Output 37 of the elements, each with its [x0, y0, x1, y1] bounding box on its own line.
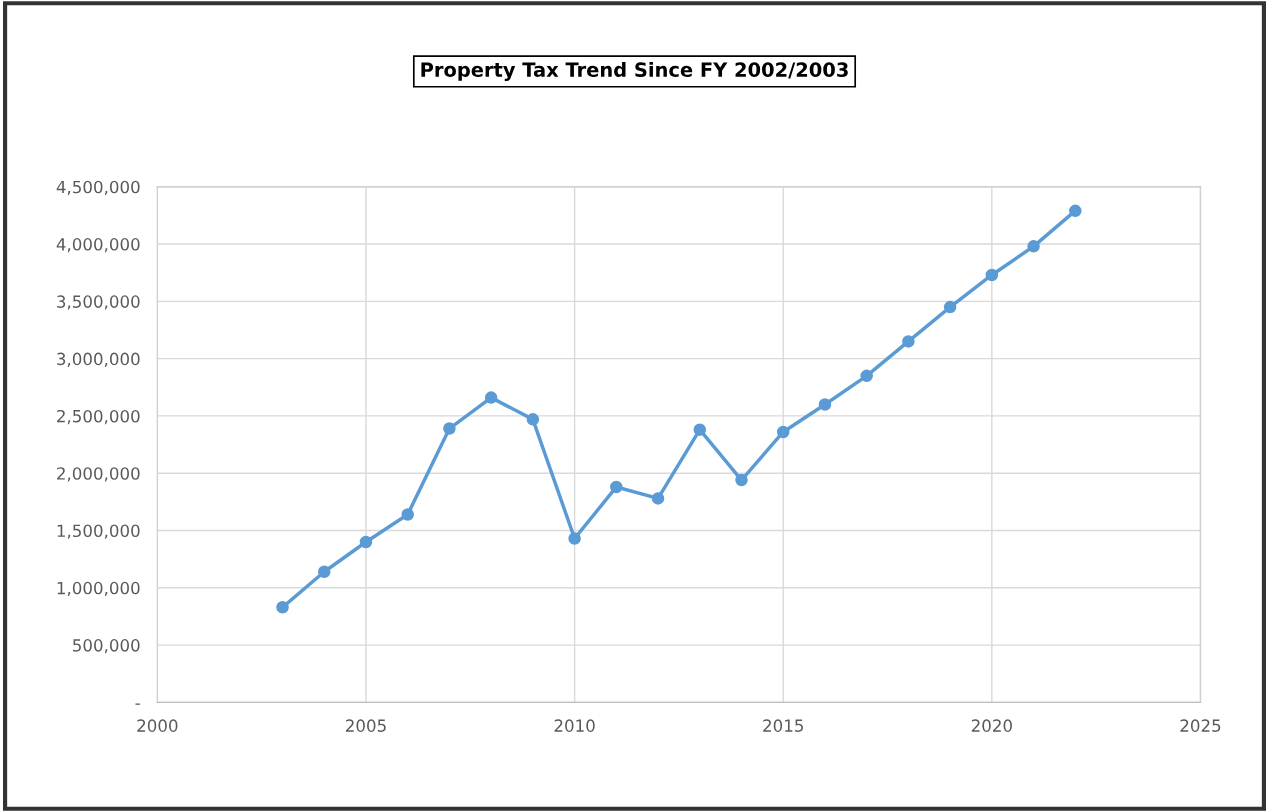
- x-tick-label: 2015: [763, 719, 803, 732]
- point: [693, 423, 707, 436]
- y-tick-label: 4,500,000: [56, 180, 140, 196]
- y-tick-label: 1,500,000: [57, 524, 140, 539]
- y-tick-label: 2,500,000: [57, 409, 140, 425]
- point: [1069, 204, 1082, 218]
- point: [735, 473, 748, 487]
- point: [610, 480, 623, 494]
- point: [526, 413, 540, 426]
- y-tick-label: -: [135, 703, 140, 705]
- point: [318, 565, 331, 579]
- y-tick-label: 3,000,000: [57, 352, 140, 367]
- point: [359, 535, 373, 549]
- y-tick-label: 1,000,000: [57, 581, 140, 597]
- point: [568, 532, 581, 545]
- y-tick-label: 500,000: [73, 639, 140, 654]
- y-tick-label: 2,000,000: [57, 467, 140, 482]
- point: [443, 422, 456, 435]
- point: [1027, 240, 1040, 253]
- x-tick-label: 2010: [554, 719, 595, 732]
- point: [484, 391, 498, 404]
- point: [401, 508, 414, 521]
- point: [276, 601, 289, 614]
- y-tick-label: 3,500,000: [57, 295, 140, 310]
- point: [902, 335, 915, 348]
- x-tick-label: 2020: [971, 719, 1012, 732]
- point: [943, 300, 957, 314]
- y-tick-label: 4,000,000: [56, 238, 140, 253]
- point: [776, 425, 790, 439]
- chart-title: Property Tax Trend Since FY 2002/2003: [421, 61, 848, 81]
- point: [985, 268, 999, 282]
- x-tick-label: 2000: [137, 719, 178, 732]
- x-tick-label: 2025: [1180, 719, 1221, 732]
- point: [860, 369, 873, 383]
- point: [651, 492, 665, 505]
- x-tick-label: 2005: [345, 719, 386, 732]
- point: [818, 398, 832, 411]
